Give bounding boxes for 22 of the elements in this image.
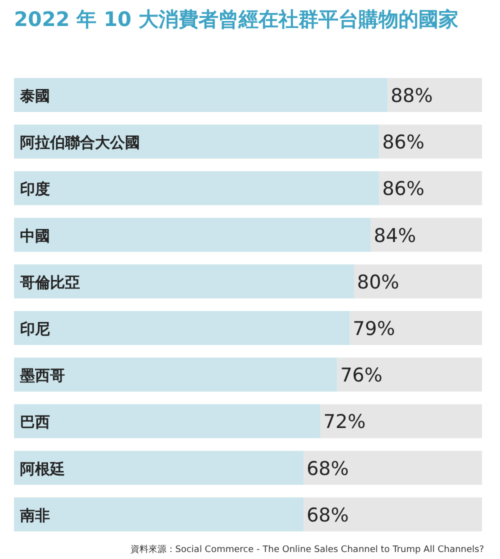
y-tick-label: 阿拉伯聯合大公國 xyxy=(20,134,140,152)
data-label: 72% xyxy=(323,411,366,434)
data-label: 80% xyxy=(357,271,400,294)
data-label: 86% xyxy=(382,178,424,200)
y-tick-label: 哥倫比亞 xyxy=(19,273,80,292)
title: 2022 年 10 大消費者曾經在社群平台購物的國家 xyxy=(14,7,458,31)
data-label: 86% xyxy=(382,132,424,154)
y-tick-label: 印度 xyxy=(20,180,50,198)
data-label: 84% xyxy=(374,224,416,247)
data-label: 68% xyxy=(306,458,349,480)
y-tick-label: 巴西 xyxy=(20,413,50,432)
data-label: 88% xyxy=(390,85,433,107)
source-note: 資料來源：Social Commerce - The Online Sales Channel to Trump All Channels? xyxy=(130,544,484,555)
y-tick-label: 泰國 xyxy=(19,87,50,105)
y-tick-label: 墨西哥 xyxy=(19,366,65,385)
y-tick-label: 中國 xyxy=(20,226,50,245)
y-tick-label: 印尼 xyxy=(20,320,50,338)
y-tick-label: 阿根廷 xyxy=(20,460,65,478)
data-label: 68% xyxy=(306,504,349,526)
data-label: 76% xyxy=(340,364,382,387)
data-label: 79% xyxy=(352,318,396,340)
y-tick-label: 南非 xyxy=(19,506,50,524)
